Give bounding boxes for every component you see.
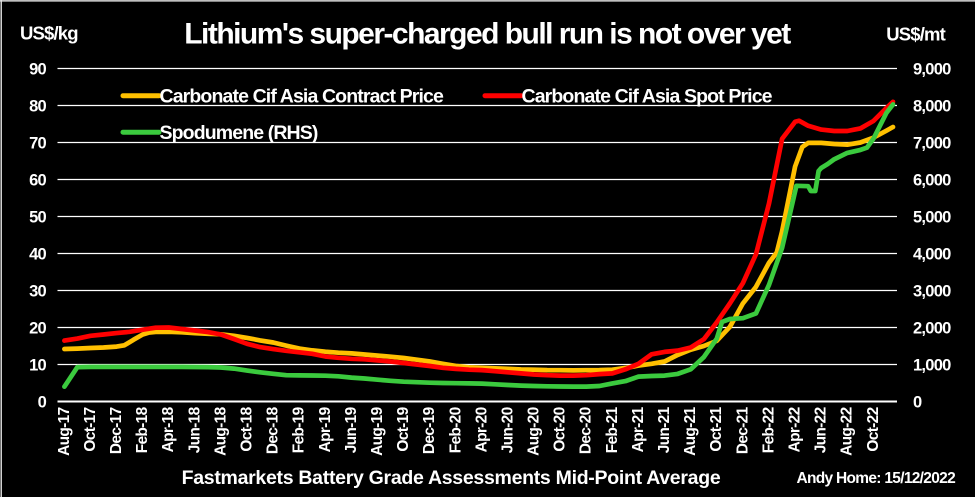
svg-text:Aug-21: Aug-21 (682, 406, 699, 455)
svg-text:Feb-20: Feb-20 (447, 407, 464, 453)
svg-text:0: 0 (38, 394, 47, 412)
svg-text:Spodumene (RHS): Spodumene (RHS) (160, 122, 318, 144)
svg-text:Oct-22: Oct-22 (865, 407, 882, 451)
svg-text:50: 50 (29, 209, 46, 227)
svg-text:3,000: 3,000 (913, 283, 951, 301)
svg-text:6,000: 6,000 (913, 172, 951, 190)
svg-text:Apr-19: Apr-19 (317, 406, 334, 452)
svg-text:Aug-22: Aug-22 (839, 407, 856, 455)
svg-text:2,000: 2,000 (913, 320, 951, 338)
svg-text:4,000: 4,000 (913, 246, 951, 264)
svg-text:Dec-17: Dec-17 (108, 407, 125, 454)
svg-text:Dec-19: Dec-19 (421, 406, 438, 454)
svg-text:Aug-20: Aug-20 (526, 407, 543, 455)
svg-text:Feb-22: Feb-22 (760, 407, 777, 453)
svg-text:Aug-18: Aug-18 (212, 406, 229, 455)
svg-text:Oct-20: Oct-20 (552, 407, 569, 451)
svg-text:Feb-19: Feb-19 (291, 406, 308, 453)
svg-text:Jun-20: Jun-20 (499, 407, 516, 453)
svg-text:Dec-18: Dec-18 (265, 406, 282, 454)
svg-text:20: 20 (29, 320, 46, 338)
svg-text:90: 90 (29, 61, 46, 79)
svg-text:Andy Home: 15/12/2022: Andy Home: 15/12/2022 (796, 470, 955, 487)
svg-text:US$/mt: US$/mt (886, 24, 945, 45)
svg-text:40: 40 (29, 246, 46, 264)
svg-text:30: 30 (29, 283, 46, 301)
svg-text:1,000: 1,000 (913, 357, 951, 375)
svg-text:Jun-18: Jun-18 (186, 406, 203, 453)
svg-text:Feb-18: Feb-18 (134, 406, 151, 453)
svg-text:70: 70 (29, 135, 46, 153)
svg-text:Jun-22: Jun-22 (813, 407, 830, 453)
svg-text:10: 10 (29, 357, 46, 375)
svg-text:60: 60 (29, 172, 46, 190)
svg-text:Aug-17: Aug-17 (56, 407, 73, 455)
svg-text:Dec-20: Dec-20 (578, 407, 595, 454)
svg-text:Jun-19: Jun-19 (343, 406, 360, 453)
svg-text:Oct-17: Oct-17 (82, 407, 99, 451)
svg-text:80: 80 (29, 98, 46, 116)
svg-text:Oct-19: Oct-19 (395, 406, 412, 451)
svg-text:Lithium's super-charged bull r: Lithium's super-charged bull run is not … (184, 18, 791, 51)
svg-text:Apr-20: Apr-20 (473, 407, 490, 452)
svg-text:Jun-21: Jun-21 (656, 406, 673, 453)
svg-text:Apr-18: Apr-18 (160, 406, 177, 452)
svg-text:5,000: 5,000 (913, 209, 951, 227)
svg-text:Oct-21: Oct-21 (708, 406, 725, 451)
svg-text:Carbonate Cif Asia Contract Pr: Carbonate Cif Asia Contract Price (160, 86, 445, 108)
svg-text:Oct-18: Oct-18 (239, 406, 256, 451)
svg-text:7,000: 7,000 (913, 135, 951, 153)
svg-text:8,000: 8,000 (913, 98, 951, 116)
svg-text:9,000: 9,000 (913, 61, 951, 79)
svg-text:Apr-21: Apr-21 (630, 406, 647, 452)
svg-text:0: 0 (913, 394, 922, 412)
svg-text:Aug-19: Aug-19 (369, 406, 386, 455)
svg-text:Dec-21: Dec-21 (734, 406, 751, 454)
svg-text:Feb-21: Feb-21 (604, 406, 621, 453)
svg-text:Fastmarkets Battery Grade Asse: Fastmarkets Battery Grade Assessments Mi… (182, 467, 721, 489)
svg-text:Apr-22: Apr-22 (787, 407, 804, 452)
svg-text:US$/kg: US$/kg (20, 23, 78, 44)
svg-text:Carbonate Cif Asia Spot Price: Carbonate Cif Asia Spot Price (522, 86, 773, 108)
